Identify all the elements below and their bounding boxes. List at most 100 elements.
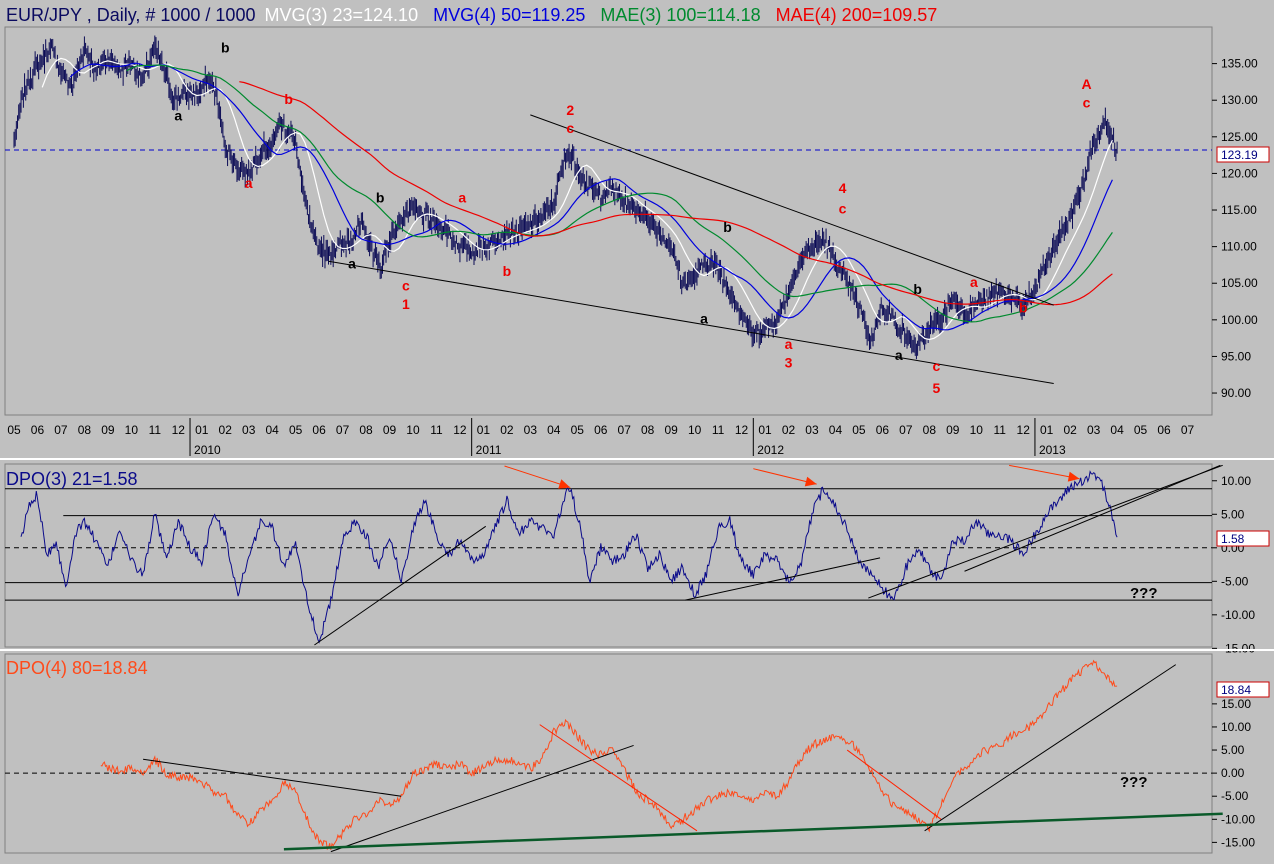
moving-average-line bbox=[239, 81, 1113, 306]
dpo4-title: DPO(4) 80=18.84 bbox=[6, 658, 148, 678]
month-tick-label: 04 bbox=[829, 423, 843, 437]
dpo4-last-value-box bbox=[1216, 681, 1270, 698]
wave-label: a bbox=[970, 274, 978, 290]
price-y-tick-label: 125.00 bbox=[1221, 130, 1258, 144]
wave-label: a bbox=[174, 108, 182, 124]
dpo4-trend-line bbox=[924, 664, 1177, 832]
wave-label: b bbox=[221, 40, 230, 56]
dpo4-support-line bbox=[283, 812, 1223, 851]
dpo3-y-tick-label: 5.00 bbox=[1221, 507, 1245, 521]
price-y-tick-label: 130.00 bbox=[1221, 93, 1258, 107]
price-y-tick-label: 105.00 bbox=[1221, 276, 1258, 290]
dpo3-trend-line bbox=[685, 557, 881, 601]
month-tick-label: 01 bbox=[758, 423, 772, 437]
dpo3-trend-line bbox=[868, 464, 1223, 599]
dpo4-y-tick-label: 0.00 bbox=[1221, 766, 1245, 780]
wave-label: b bbox=[284, 91, 293, 107]
legend-mae3: MAE(3) 100=114.18 bbox=[600, 5, 760, 25]
wave-label: a bbox=[458, 190, 466, 206]
dpo4-panel: 15.00 10.00 5.00 0.00 -5.00 -10.00 -15.00 18.8… bbox=[4, 653, 1270, 854]
year-label: 2010 bbox=[194, 443, 221, 457]
month-tick-label: 09 bbox=[383, 423, 397, 437]
month-tick-label: 02 bbox=[782, 423, 796, 437]
price-y-tick-label: 110.00 bbox=[1221, 240, 1257, 254]
wave-label: a bbox=[348, 256, 356, 272]
dpo3-y-tick-label: -10.00 bbox=[1221, 608, 1255, 622]
price-bars bbox=[13, 35, 1118, 360]
wave-label: c bbox=[402, 278, 410, 294]
dpo4-y-axis: 15.00 10.00 5.00 0.00 -5.00 -10.00 -15.00 bbox=[1212, 697, 1255, 849]
wave-label: b bbox=[503, 263, 512, 279]
month-tick-label: 07 bbox=[336, 423, 350, 437]
dpo4-y-tick-label: 10.00 bbox=[1221, 720, 1251, 734]
dpo3-y-axis: 10.005.000.00-5.00-10.00-15.00 bbox=[1212, 474, 1255, 655]
dpo3-arrow-shaft bbox=[504, 465, 571, 488]
month-tick-label: 12 bbox=[1017, 423, 1031, 437]
legend-mae4: MAE(4) 200=109.57 bbox=[776, 5, 938, 25]
dpo3-arrow-head bbox=[558, 479, 571, 489]
month-tick-label: 02 bbox=[1063, 423, 1077, 437]
month-tick-label: 11 bbox=[994, 423, 1007, 437]
month-tick-label: 10 bbox=[970, 423, 984, 437]
dpo3-last-value-label: 1.58 bbox=[1221, 532, 1245, 546]
wave-label: A bbox=[1082, 76, 1092, 92]
month-tick-label: 02 bbox=[500, 423, 514, 437]
month-tick-label: 01 bbox=[477, 423, 491, 437]
dpo4-y-tick-label: -15.00 bbox=[1221, 835, 1255, 849]
dpo4-y-tick-label: 15.00 bbox=[1221, 697, 1251, 711]
month-tick-label: 07 bbox=[1181, 423, 1195, 437]
month-tick-label: 06 bbox=[31, 423, 45, 437]
month-tick-label: 08 bbox=[923, 423, 937, 437]
month-tick-label: 06 bbox=[312, 423, 326, 437]
legend-mvg4: MVG(4) 50=119.25 bbox=[433, 5, 585, 25]
wave-label: a bbox=[895, 347, 903, 363]
month-tick-label: 02 bbox=[219, 423, 233, 437]
dpo3-y-tick-label: -15.00 bbox=[1221, 641, 1255, 655]
price-header: EUR/JPY , Daily, # 1000 / 1000 MVG(3) 23… bbox=[6, 5, 937, 25]
legend-mvg3: MVG(3) 23=124.10 bbox=[264, 5, 418, 25]
svg-text:EUR/JPY , Daily, # 1000 / 1000: EUR/JPY , Daily, # 1000 / 1000 MVG(3) 23… bbox=[6, 5, 937, 25]
month-tick-label: 06 bbox=[1157, 423, 1171, 437]
dpo4-trend-line bbox=[846, 749, 942, 820]
wave-label: 1 bbox=[402, 296, 410, 312]
month-tick-label: 08 bbox=[78, 423, 92, 437]
dpo4-line bbox=[100, 659, 1118, 851]
price-trend-line bbox=[530, 114, 1054, 306]
month-tick-label: 11 bbox=[712, 423, 725, 437]
month-tick-label: 01 bbox=[195, 423, 209, 437]
month-tick-label: 05 bbox=[1134, 423, 1148, 437]
last-price-label: 123.19 bbox=[1221, 148, 1258, 162]
dpo4-plot-content bbox=[5, 659, 1223, 853]
year-label: 2013 bbox=[1039, 443, 1066, 457]
price-y-tick-label: 135.00 bbox=[1221, 57, 1258, 71]
month-tick-label: 12 bbox=[453, 423, 467, 437]
month-tick-label: 10 bbox=[406, 423, 420, 437]
month-tick-label: 04 bbox=[547, 423, 561, 437]
dpo4-trend-line bbox=[143, 758, 402, 797]
dpo4-last-value-label: 18.84 bbox=[1221, 683, 1251, 697]
dpo3-question-annotation: ??? bbox=[1130, 585, 1158, 602]
wave-label: a bbox=[245, 175, 253, 191]
dpo4-plot-area bbox=[4, 653, 1213, 854]
month-tick-label: 12 bbox=[735, 423, 749, 437]
moving-average-line bbox=[69, 62, 1113, 331]
month-tick-label: 08 bbox=[359, 423, 373, 437]
price-y-tick-label: 115.00 bbox=[1221, 203, 1257, 217]
month-tick-label: 06 bbox=[876, 423, 890, 437]
wave-label: 2 bbox=[566, 102, 574, 118]
wave-label: c bbox=[839, 201, 847, 217]
month-tick-label: 05 bbox=[571, 423, 585, 437]
month-tick-label: 03 bbox=[805, 423, 819, 437]
dpo4-y-tick-label: 5.00 bbox=[1221, 743, 1245, 757]
month-tick-label: 08 bbox=[641, 423, 655, 437]
wave-label: c bbox=[932, 358, 940, 374]
month-tick-label: 07 bbox=[54, 423, 68, 437]
price-y-tick-label: 95.00 bbox=[1221, 349, 1251, 363]
dpo3-title: DPO(3) 21=1.58 bbox=[6, 469, 138, 489]
dpo3-panel: 10.005.000.00-5.00-10.00-15.00 1.58 DPO(… bbox=[4, 463, 1270, 655]
dpo3-arrow-head bbox=[804, 476, 817, 487]
wave-label: 3 bbox=[785, 354, 793, 370]
